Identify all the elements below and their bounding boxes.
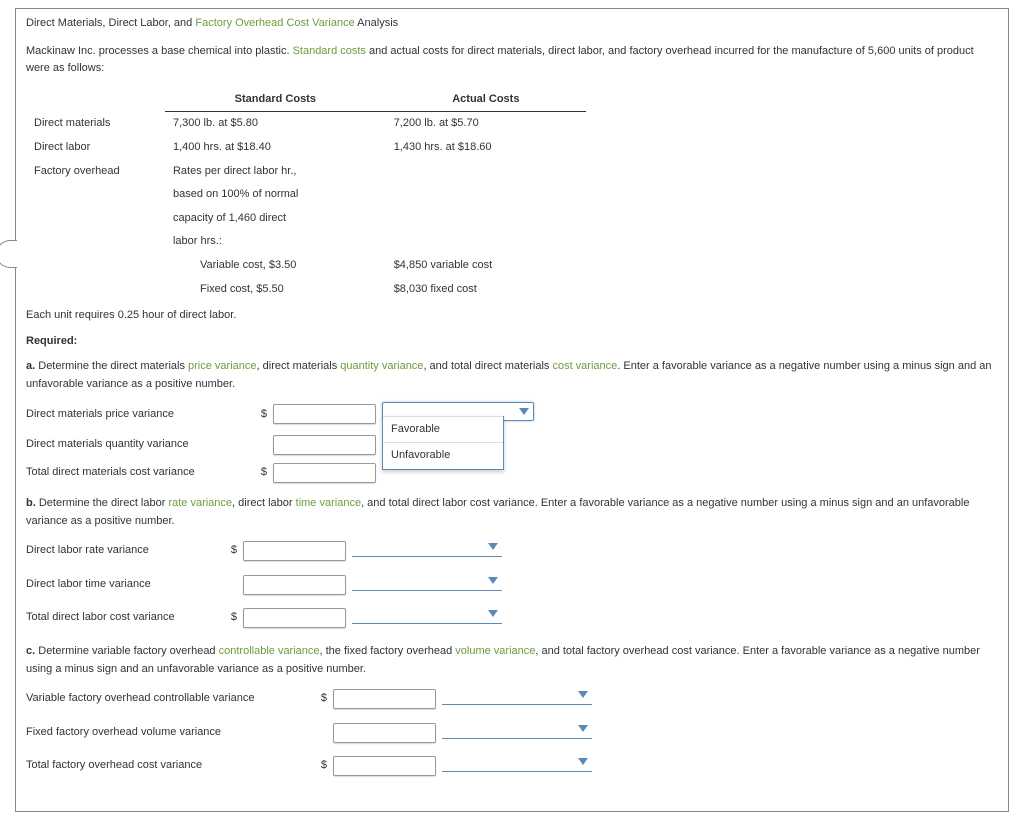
answer-label: Direct materials price variance	[26, 398, 257, 432]
dm-qty-input[interactable]	[273, 435, 376, 455]
fo-vol-select[interactable]	[442, 720, 592, 739]
dm-price-input[interactable]	[273, 404, 376, 424]
note-text: Each unit requires 0.25 hour of direct l…	[26, 307, 998, 325]
fo-ctrl-input[interactable]	[333, 689, 436, 709]
answer-label: Total factory overhead cost variance	[26, 749, 317, 783]
dl-total-input[interactable]	[243, 608, 346, 628]
chevron-down-icon	[488, 577, 498, 584]
fo-vol-input[interactable]	[333, 723, 436, 743]
chevron-down-icon	[578, 758, 588, 765]
header-actual: Actual Costs	[386, 88, 586, 112]
chevron-down-icon	[578, 725, 588, 732]
dl-rate-select[interactable]	[352, 538, 502, 557]
part-c-text: c. Determine variable factory overhead c…	[26, 643, 998, 678]
chevron-down-icon	[578, 691, 588, 698]
dl-time-select[interactable]	[352, 572, 502, 591]
answer-label: Direct labor rate variance	[26, 534, 227, 568]
answer-table-b: Direct labor rate variance $ Direct labo…	[26, 534, 508, 635]
chevron-down-icon	[488, 610, 498, 617]
dropdown-option[interactable]: Unfavorable	[383, 442, 503, 469]
dl-time-input[interactable]	[243, 575, 346, 595]
answer-label: Variable factory overhead controllable v…	[26, 682, 317, 716]
answer-table-a: Direct materials price variance $ Favora…	[26, 398, 548, 488]
answer-label: Direct materials quantity variance	[26, 431, 257, 459]
part-a-text: a. Determine the direct materials price …	[26, 358, 998, 393]
intro-text: Mackinaw Inc. processes a base chemical …	[26, 43, 998, 78]
required-heading: Required:	[26, 333, 998, 351]
answer-label: Direct labor time variance	[26, 568, 227, 602]
side-tab	[0, 240, 17, 268]
row-label: Factory overhead	[26, 160, 165, 184]
dropdown-option[interactable]: Favorable	[383, 416, 503, 443]
fo-total-input[interactable]	[333, 756, 436, 776]
dl-total-select[interactable]	[352, 605, 502, 624]
answer-label: Total direct materials cost variance	[26, 459, 257, 487]
answer-label: Fixed factory overhead volume variance	[26, 716, 317, 750]
row-label: Direct materials	[26, 112, 165, 136]
fav-unfav-dropdown[interactable]: Favorable Unfavorable	[382, 416, 504, 470]
part-b-text: b. Determine the direct labor rate varia…	[26, 495, 998, 530]
chevron-down-icon	[488, 543, 498, 550]
fo-total-select[interactable]	[442, 753, 592, 772]
dm-total-input[interactable]	[273, 463, 376, 483]
header-standard: Standard Costs	[165, 88, 386, 112]
chevron-down-icon	[519, 408, 529, 415]
answer-label: Total direct labor cost variance	[26, 601, 227, 635]
main-container: Direct Materials, Direct Labor, and Fact…	[15, 8, 1009, 812]
fo-ctrl-select[interactable]	[442, 686, 592, 705]
answer-table-c: Variable factory overhead controllable v…	[26, 682, 598, 783]
page-title: Direct Materials, Direct Labor, and Fact…	[26, 15, 998, 33]
cost-table: Standard Costs Actual Costs Direct mater…	[26, 88, 586, 301]
term-highlight: Factory Overhead Cost Variance	[195, 17, 354, 29]
row-label: Direct labor	[26, 136, 165, 160]
dl-rate-input[interactable]	[243, 541, 346, 561]
term-highlight: Standard costs	[293, 45, 366, 57]
